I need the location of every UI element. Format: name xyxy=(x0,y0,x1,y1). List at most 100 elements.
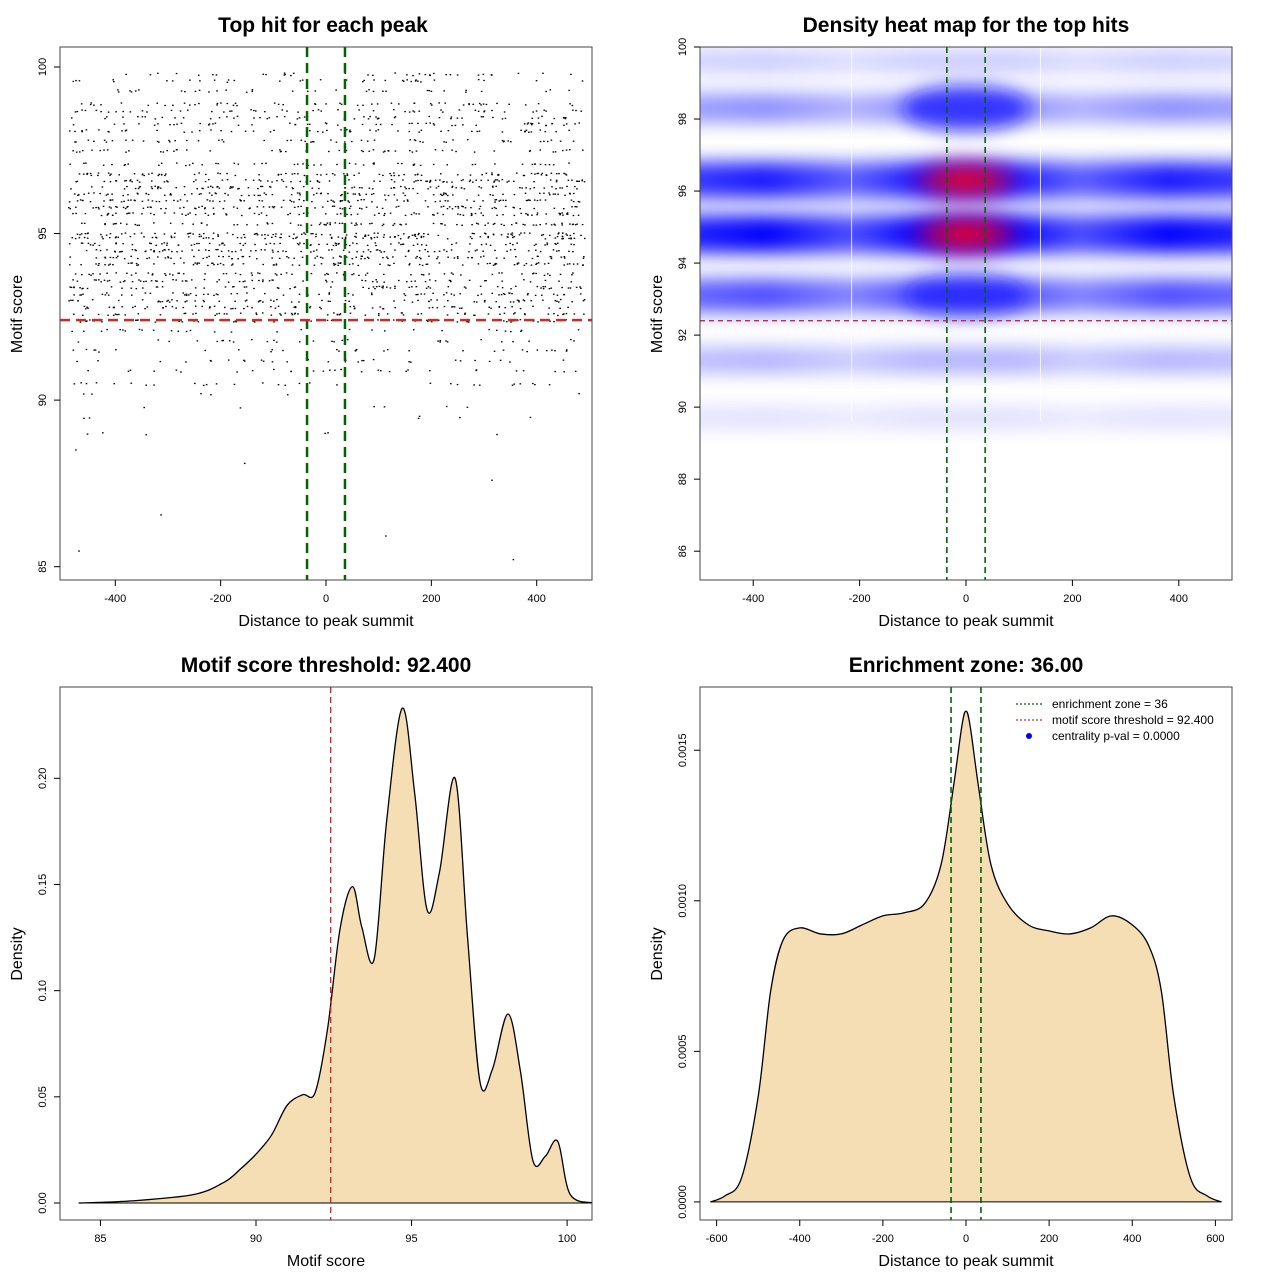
data-point xyxy=(114,313,117,315)
data-point xyxy=(356,213,359,215)
data-point xyxy=(82,330,85,333)
data-point xyxy=(346,173,349,175)
data-point xyxy=(574,370,577,373)
data-point xyxy=(294,306,297,309)
data-point xyxy=(275,341,278,343)
data-point xyxy=(272,251,274,253)
data-point xyxy=(308,382,311,384)
data-point xyxy=(142,207,145,209)
data-point xyxy=(371,280,374,283)
data-point xyxy=(525,213,527,215)
data-point xyxy=(157,301,159,303)
data-point xyxy=(273,129,275,132)
data-point xyxy=(364,274,367,276)
data-point xyxy=(219,172,222,175)
data-point xyxy=(126,185,128,188)
y-tick-label: 96 xyxy=(677,185,689,197)
data-point xyxy=(418,256,421,259)
data-point xyxy=(326,319,329,321)
data-point xyxy=(112,256,115,259)
data-point xyxy=(275,263,278,265)
data-point xyxy=(433,214,435,216)
data-point xyxy=(141,174,144,176)
panel-title: Enrichment zone: 36.00 xyxy=(849,654,1084,677)
data-point xyxy=(543,274,546,277)
data-point xyxy=(491,479,493,481)
data-point xyxy=(473,151,476,153)
data-point xyxy=(194,90,197,93)
data-point xyxy=(345,79,348,81)
data-point xyxy=(494,263,496,266)
data-point xyxy=(277,287,280,289)
data-point xyxy=(123,164,126,166)
data-point xyxy=(362,237,364,239)
data-point xyxy=(243,233,245,236)
data-point xyxy=(150,206,152,209)
data-point xyxy=(488,360,491,363)
data-point xyxy=(215,249,217,251)
x-tick-label: 200 xyxy=(422,593,440,605)
data-point xyxy=(334,242,337,244)
data-point xyxy=(81,242,84,244)
data-point xyxy=(425,287,428,289)
y-tick-label: 0.0005 xyxy=(677,1035,689,1069)
data-point xyxy=(333,264,336,266)
data-point xyxy=(550,287,553,289)
data-point xyxy=(147,199,150,201)
data-point xyxy=(564,173,567,175)
data-point xyxy=(85,129,88,131)
data-point xyxy=(309,130,311,132)
data-point xyxy=(397,130,399,132)
data-point xyxy=(111,214,114,216)
data-point xyxy=(216,90,218,92)
data-point xyxy=(383,251,386,253)
panel-heatmap: Density heat map for the top hits -400 -2… xyxy=(649,14,1233,630)
data-point xyxy=(565,123,568,125)
data-point xyxy=(186,200,189,202)
data-point xyxy=(153,370,155,372)
data-point xyxy=(130,262,132,264)
data-point xyxy=(327,361,330,363)
data-point xyxy=(454,124,457,127)
data-point xyxy=(325,173,328,175)
data-point xyxy=(432,194,435,196)
data-point xyxy=(458,109,461,111)
data-point xyxy=(168,340,170,343)
data-point xyxy=(211,262,213,264)
data-point xyxy=(426,319,428,321)
data-point xyxy=(476,130,479,133)
data-point xyxy=(272,368,275,371)
data-point xyxy=(554,242,556,245)
data-point xyxy=(324,213,327,215)
data-point xyxy=(543,187,546,189)
data-point xyxy=(213,79,216,81)
data-point xyxy=(549,179,552,181)
data-point xyxy=(279,80,281,82)
data-point xyxy=(234,272,237,275)
data-point xyxy=(145,384,148,386)
data-point xyxy=(271,236,273,238)
data-point xyxy=(84,212,87,215)
data-point xyxy=(79,321,82,323)
data-point xyxy=(470,212,473,215)
data-point xyxy=(510,321,512,323)
data-point xyxy=(296,242,299,245)
data-point xyxy=(573,192,575,195)
data-point xyxy=(384,199,387,201)
data-point xyxy=(72,349,75,351)
data-point xyxy=(160,208,162,210)
data-point xyxy=(376,236,379,238)
data-point xyxy=(361,81,364,83)
data-point xyxy=(480,338,482,341)
data-point xyxy=(462,205,464,208)
data-point xyxy=(480,187,483,189)
data-point xyxy=(95,279,98,281)
data-point xyxy=(428,273,430,275)
data-point xyxy=(551,349,553,351)
data-point xyxy=(293,306,296,308)
data-point xyxy=(536,214,539,216)
data-point xyxy=(181,213,184,215)
data-point xyxy=(93,279,96,281)
data-point xyxy=(471,224,473,226)
data-point xyxy=(103,200,105,202)
